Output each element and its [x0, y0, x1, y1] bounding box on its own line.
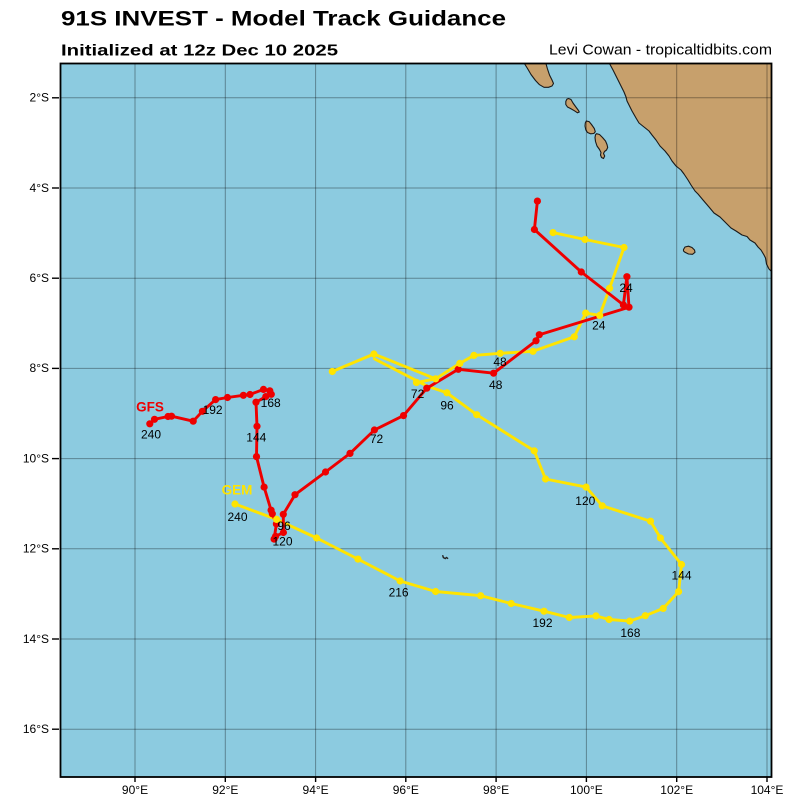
- svg-text:100°E: 100°E: [570, 783, 603, 797]
- svg-text:2°S: 2°S: [30, 91, 49, 105]
- svg-text:GEM: GEM: [222, 483, 253, 498]
- svg-text:16°S: 16°S: [23, 722, 49, 736]
- svg-text:48: 48: [489, 378, 503, 392]
- svg-text:72: 72: [370, 432, 384, 446]
- svg-text:90°E: 90°E: [122, 783, 148, 797]
- svg-text:Initialized at 12z Dec 10 2025: Initialized at 12z Dec 10 2025: [61, 43, 338, 60]
- svg-text:168: 168: [620, 626, 640, 640]
- svg-text:96°E: 96°E: [393, 783, 419, 797]
- svg-text:98°E: 98°E: [483, 783, 509, 797]
- svg-text:10°S: 10°S: [23, 451, 49, 465]
- svg-text:96: 96: [277, 519, 291, 533]
- svg-text:192: 192: [532, 616, 552, 630]
- svg-text:94°E: 94°E: [303, 783, 329, 797]
- svg-text:192: 192: [203, 403, 223, 417]
- svg-text:6°S: 6°S: [30, 271, 49, 285]
- svg-text:GFS: GFS: [136, 400, 164, 415]
- svg-text:92°E: 92°E: [212, 783, 238, 797]
- svg-text:240: 240: [141, 427, 161, 441]
- svg-text:216: 216: [389, 586, 409, 600]
- svg-text:120: 120: [272, 534, 292, 548]
- svg-text:72: 72: [411, 387, 425, 401]
- svg-text:120: 120: [575, 494, 595, 508]
- svg-text:104°E: 104°E: [751, 783, 784, 797]
- svg-text:14°S: 14°S: [23, 632, 49, 646]
- svg-text:24: 24: [592, 318, 606, 332]
- svg-text:144: 144: [246, 430, 266, 444]
- svg-text:144: 144: [671, 568, 691, 582]
- svg-text:Levi Cowan - tropicaltidbits.c: Levi Cowan - tropicaltidbits.com: [549, 42, 772, 59]
- svg-text:96: 96: [440, 399, 454, 413]
- svg-text:48: 48: [493, 355, 507, 369]
- svg-text:24: 24: [619, 281, 633, 295]
- svg-text:102°E: 102°E: [660, 783, 693, 797]
- svg-text:168: 168: [261, 396, 281, 410]
- svg-text:91S INVEST - Model Track Guida: 91S INVEST - Model Track Guidance: [61, 8, 506, 31]
- svg-text:8°S: 8°S: [30, 361, 49, 375]
- svg-text:4°S: 4°S: [30, 181, 49, 195]
- svg-text:240: 240: [227, 510, 247, 524]
- svg-text:12°S: 12°S: [23, 542, 49, 556]
